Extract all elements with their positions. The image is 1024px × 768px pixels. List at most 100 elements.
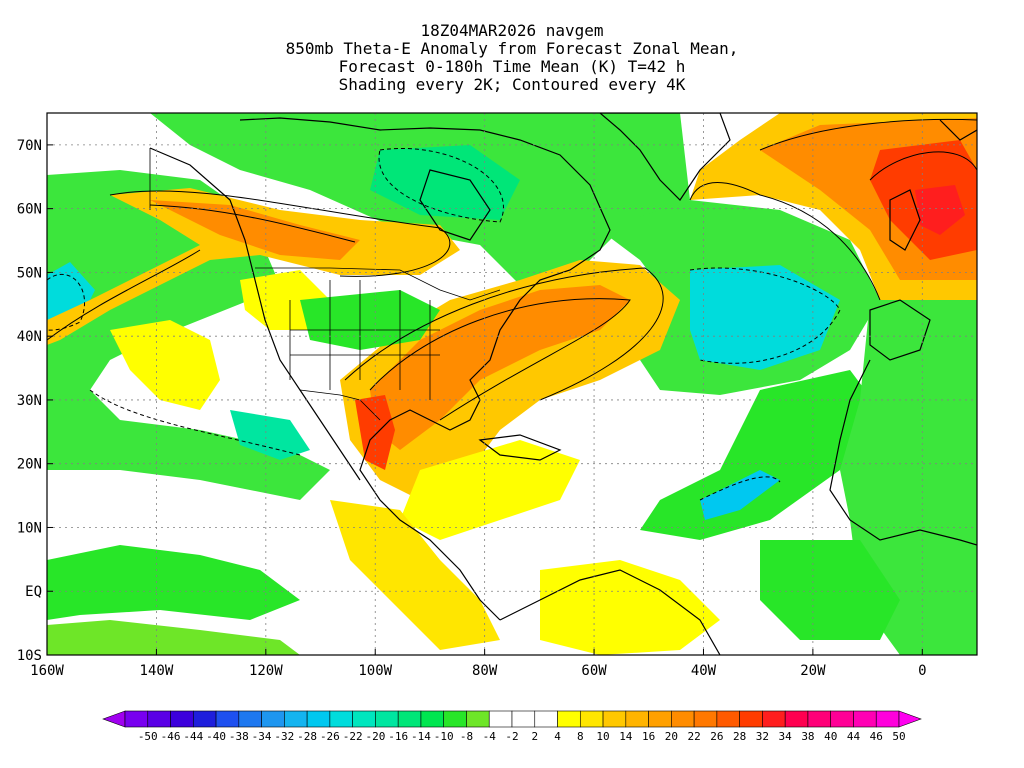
lon-tick-label: 140W [140,663,174,679]
colorbar-swatch [602,710,627,728]
colorbar-label: -40 [206,730,226,743]
colorbar-label: -22 [343,730,363,743]
colorbar-label: 34 [779,730,793,743]
colorbar-swatch [352,710,376,728]
lon-tick-label: 160W [30,663,64,679]
lat-tick-label: 10N [17,520,42,536]
lat-tick-label: 40N [17,329,42,345]
plot-frame [46,112,978,656]
lat-tick-label: 60N [17,202,42,218]
us-mexico-border [299,389,381,421]
colorbar-swatch [534,710,558,728]
iberia-coastline [869,299,931,361]
colorbar-label: -8 [460,730,473,743]
tropical-pacific-green [47,545,300,620]
contour-line [689,182,881,301]
colorbar-swatch [671,710,695,728]
central-america-yellow [330,500,500,650]
lon-tick-label: 60W [581,663,607,679]
colorbar-swatch [511,710,536,728]
colorbar-swatch [579,710,604,728]
colorbar-swatch [648,710,672,728]
colorbar-swatch [238,710,262,728]
pacific-subtropical-yellow [110,320,220,410]
colorbar-swatch [420,710,445,728]
colorbar-swatch [192,710,217,728]
colorbar-swatch [853,710,877,728]
colorbar-swatch [807,710,832,728]
colorbar-swatch [693,710,718,728]
contour-line [109,190,451,277]
lat-tick-label: 30N [17,393,42,409]
colorbar-swatch [329,710,353,728]
colorbar-swatch [170,710,194,728]
atlantic-cyan-core [690,265,840,370]
colorbar-swatch [875,710,900,728]
colorbar-label: -28 [297,730,317,743]
contour-line [47,273,85,331]
lon-tick-label: 0 [918,663,926,679]
political-borders [149,148,501,421]
lat-axis: 70N 60N 50N 40N 30N 20N 10N EQ 10S [17,138,53,664]
lon-tick-label: 120W [249,663,283,679]
lat-tick-label: 20N [17,457,42,473]
africa-coastline [829,359,977,546]
colorbar-swatch [215,710,240,728]
lon-tick-label: 80W [472,663,498,679]
colorbar-swatch [397,710,422,728]
grid-lines [47,113,977,655]
colorbar-swatch [124,710,149,728]
cuba-coastline [478,434,562,461]
eastern-us-orange-core [370,285,630,450]
colorbar-label: -50 [138,730,158,743]
colorbar-swatch [261,710,285,728]
colorbar-label: -32 [274,730,294,743]
colorbar-swatch [147,710,171,728]
great-lakes-green [300,290,440,350]
greenland-coastline [599,113,731,201]
colorbar-label: 10 [596,730,609,743]
colorbar-label: 22 [687,730,700,743]
lat-tick-label: 10S [17,648,42,664]
colorbar-label: -46 [161,730,181,743]
coastlines [149,113,977,655]
colorbar-label: 20 [665,730,678,743]
us-state-lines [289,280,440,400]
colorbar-swatch [830,710,854,728]
map-title: 18Z04MAR2026 navgem 850mb Theta-E Anomal… [0,22,1024,94]
caribbean-yellow [400,440,580,540]
lat-tick-label: EQ [25,584,42,600]
south-america-coastline [499,569,721,655]
colorbar-label: 28 [733,730,746,743]
colorbar-label: 2 [531,730,538,743]
shaded-field [47,113,977,655]
colorbar-swatch [739,710,763,728]
colorbar-label: 4 [554,730,561,743]
colorbar-label: -2 [505,730,518,743]
contour-line [47,249,201,341]
alaska-warm-plume [47,188,460,345]
colorbar-label: -20 [365,730,385,743]
north-america-coastline [239,117,611,621]
colorbar-label: 16 [642,730,655,743]
title-line-1: 18Z04MAR2026 navgem [420,21,604,40]
colorbar-label: -16 [388,730,408,743]
contour-line [369,298,631,421]
colorbar-swatch [466,710,490,728]
colorbar-swatch [488,710,513,728]
colorbar-label: 46 [870,730,883,743]
us-canada-border [255,267,501,301]
colorbar-label: 14 [619,730,633,743]
colorbar-label: 40 [824,730,837,743]
title-line-3: Forecast 0-180h Time Mean (K) T=42 h [338,57,686,76]
contour-line [759,118,977,151]
colorbar-label: -38 [229,730,249,743]
contour-line [344,267,664,401]
contour-line [378,148,504,223]
colorbar-swatch [557,710,581,728]
south-america-yellow [540,560,720,655]
lat-tick-label: 70N [17,138,42,154]
colorbar-label: 8 [577,730,584,743]
scandinavia-coastline [939,119,977,141]
lon-axis: 160W 140W 120W 100W 80W 60W 40W 20W 0 [30,649,927,679]
